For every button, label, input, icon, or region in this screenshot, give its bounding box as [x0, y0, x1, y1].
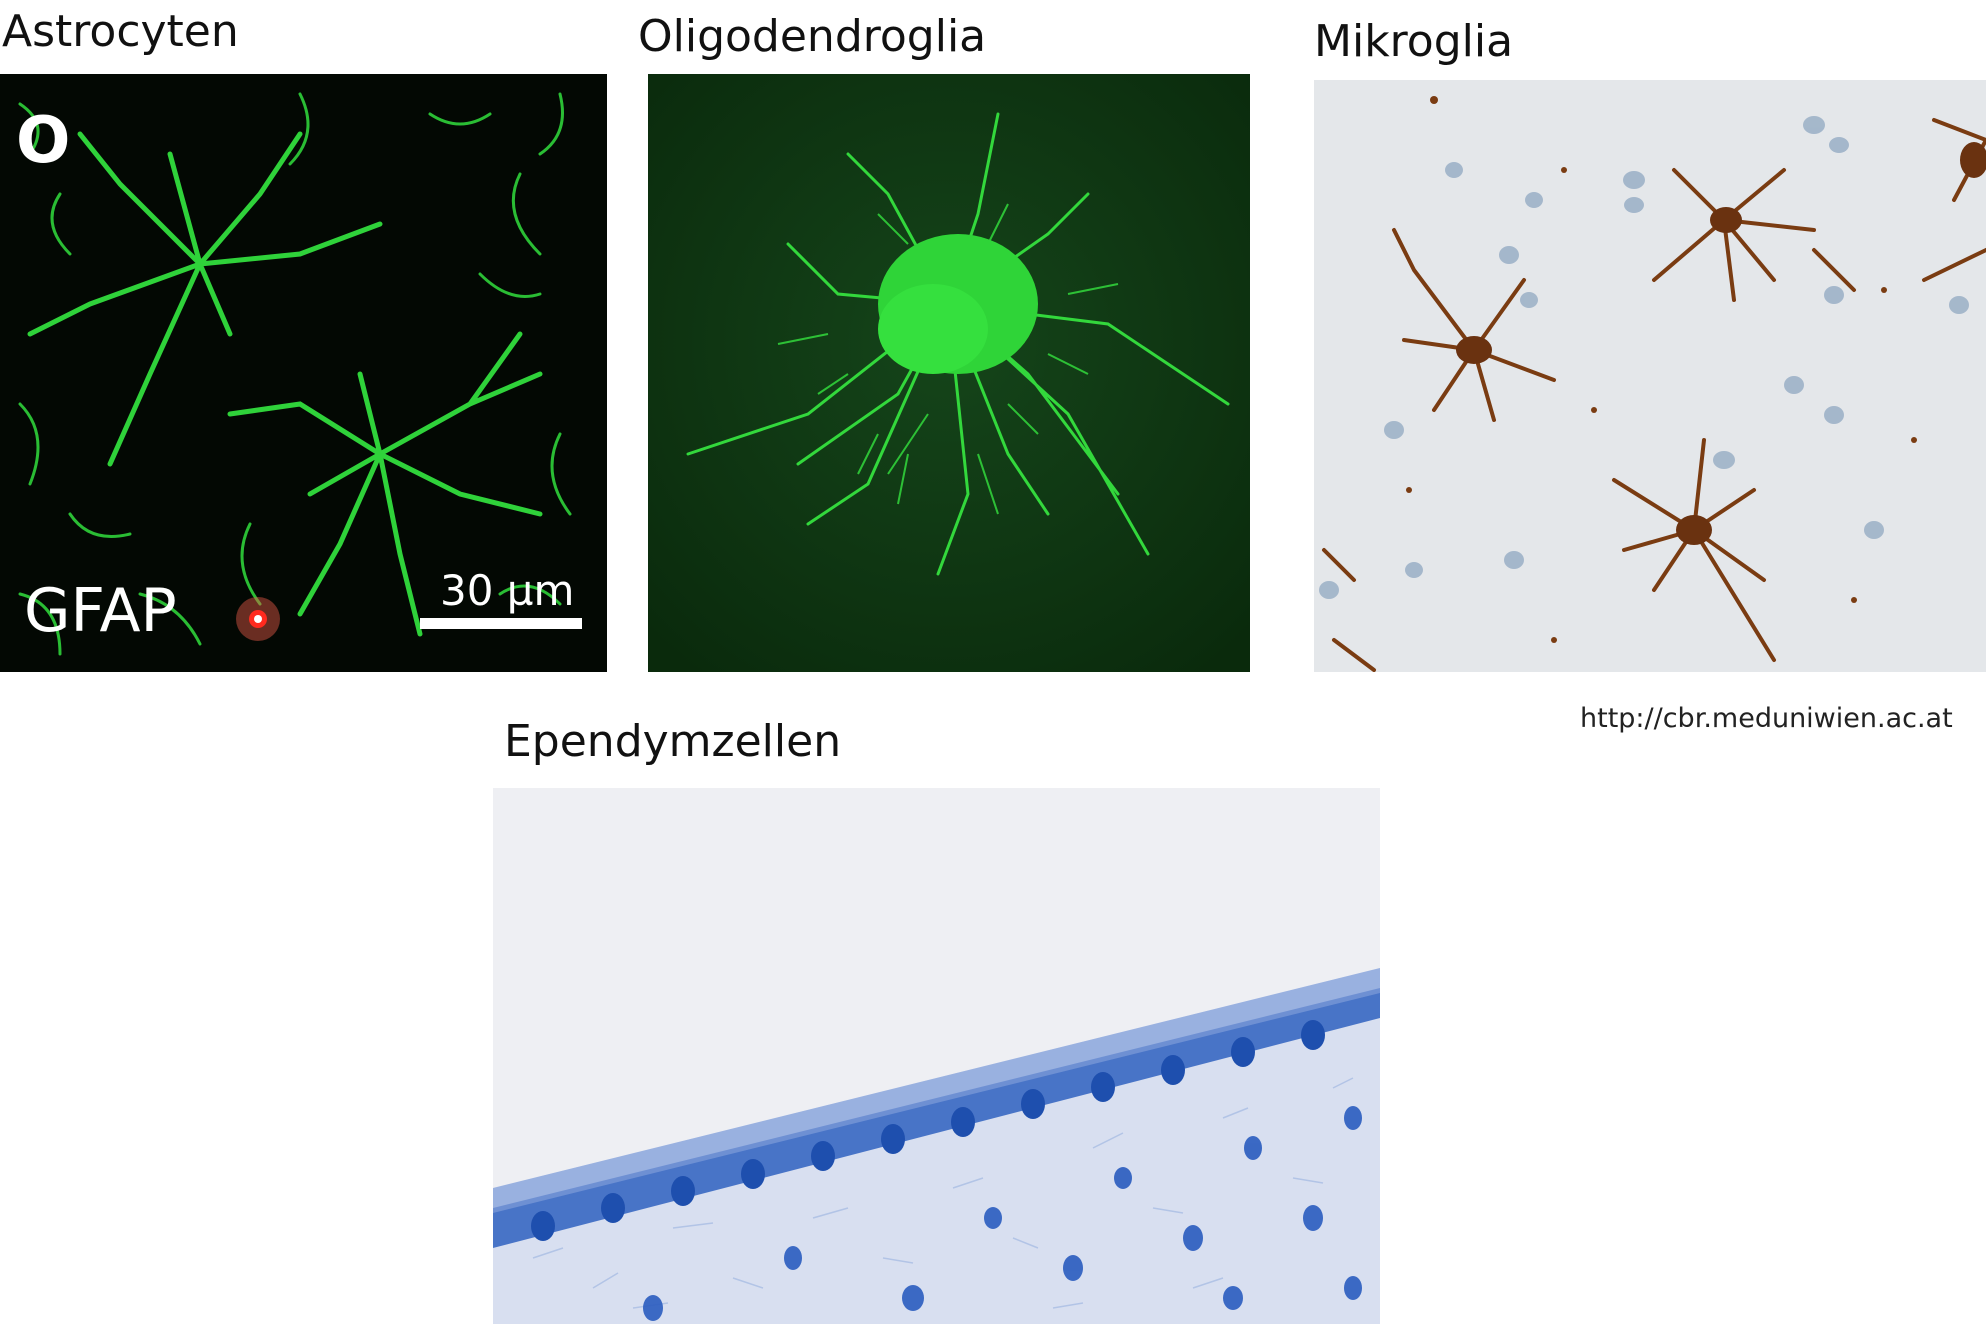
microglia-image — [1314, 80, 1986, 672]
microglia-caption: Mikroglia — [1314, 16, 1514, 67]
ependymal-image — [493, 788, 1380, 1324]
ependymal-micrograph — [493, 788, 1380, 1324]
astrocytes-image: O GFAP 30 µm — [0, 74, 607, 672]
astrocytes-caption: Astrocyten — [2, 6, 239, 57]
panel-letter: O — [16, 104, 71, 178]
stain-label: GFAP — [24, 576, 177, 646]
ependymal-caption: Ependymzellen — [504, 716, 842, 767]
scale-bar — [420, 618, 582, 629]
oligodendroglia-image — [648, 74, 1250, 672]
source-url: http://cbr.meduniwien.ac.at — [1580, 703, 1953, 734]
oligodendroglia-caption: Oligodendroglia — [638, 11, 987, 62]
astrocytes-micrograph — [0, 74, 607, 672]
microglia-micrograph — [1314, 80, 1986, 672]
oligodendroglia-micrograph — [648, 74, 1250, 672]
scalebar-label: 30 µm — [440, 566, 575, 615]
